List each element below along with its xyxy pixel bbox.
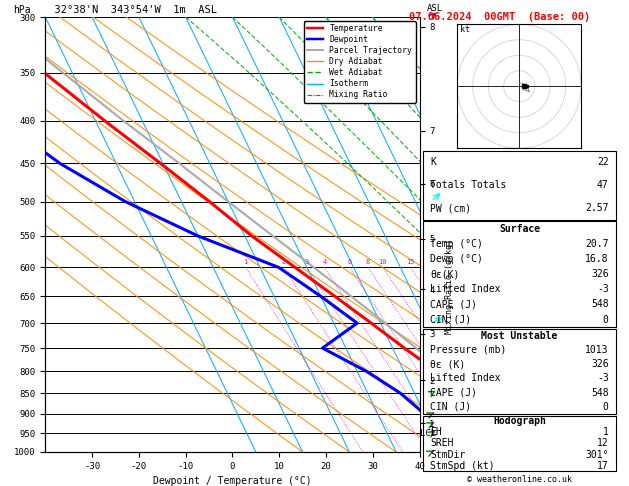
- Text: 301°: 301°: [585, 450, 609, 460]
- Text: 07.06.2024  00GMT  (Base: 00): 07.06.2024 00GMT (Base: 00): [409, 12, 591, 22]
- Text: K: K: [430, 157, 437, 167]
- Text: 22: 22: [597, 157, 609, 167]
- Text: Pressure (mb): Pressure (mb): [430, 345, 507, 355]
- Text: Lifted Index: Lifted Index: [430, 284, 501, 294]
- Text: 548: 548: [591, 299, 609, 310]
- Text: CAPE (J): CAPE (J): [430, 299, 477, 310]
- Text: 1: 1: [603, 427, 609, 437]
- Text: 20.7: 20.7: [585, 239, 609, 249]
- Text: 8: 8: [366, 259, 370, 265]
- Text: 0: 0: [603, 402, 609, 412]
- Text: Most Unstable: Most Unstable: [481, 330, 558, 341]
- Text: hPa: hPa: [13, 5, 31, 15]
- Text: -3: -3: [597, 284, 609, 294]
- Text: θε (K): θε (K): [430, 359, 465, 369]
- Text: 1013: 1013: [585, 345, 609, 355]
- Text: 32°38'N  343°54'W  1m  ASL: 32°38'N 343°54'W 1m ASL: [42, 5, 216, 15]
- Text: Lifted Index: Lifted Index: [430, 373, 501, 383]
- Text: 3: 3: [305, 259, 309, 265]
- Text: StmSpd (kt): StmSpd (kt): [430, 461, 495, 471]
- Text: km
ASL: km ASL: [427, 0, 443, 13]
- Text: 2.57: 2.57: [585, 203, 609, 213]
- Text: CIN (J): CIN (J): [430, 402, 472, 412]
- Text: SREH: SREH: [430, 438, 454, 449]
- Text: 1: 1: [243, 259, 248, 265]
- Text: EH: EH: [430, 427, 442, 437]
- Text: Hodograph: Hodograph: [493, 416, 546, 426]
- Text: Totals Totals: Totals Totals: [430, 180, 507, 190]
- Text: 326: 326: [591, 269, 609, 279]
- Text: 15: 15: [406, 259, 415, 265]
- X-axis label: Dewpoint / Temperature (°C): Dewpoint / Temperature (°C): [153, 476, 312, 486]
- Text: -3: -3: [597, 373, 609, 383]
- Text: Temp (°C): Temp (°C): [430, 239, 483, 249]
- Text: 17: 17: [597, 461, 609, 471]
- Text: 2: 2: [282, 259, 286, 265]
- Text: kt: kt: [460, 25, 470, 34]
- Text: 6: 6: [347, 259, 352, 265]
- Text: CAPE (J): CAPE (J): [430, 388, 477, 398]
- Text: © weatheronline.co.uk: © weatheronline.co.uk: [467, 474, 572, 484]
- Legend: Temperature, Dewpoint, Parcel Trajectory, Dry Adiabat, Wet Adiabat, Isotherm, Mi: Temperature, Dewpoint, Parcel Trajectory…: [304, 21, 416, 103]
- Text: Surface: Surface: [499, 224, 540, 234]
- Text: 47: 47: [597, 180, 609, 190]
- Text: LCL: LCL: [420, 429, 436, 438]
- Text: CIN (J): CIN (J): [430, 314, 472, 325]
- Text: PW (cm): PW (cm): [430, 203, 472, 213]
- Text: 0: 0: [603, 314, 609, 325]
- Text: θε(K): θε(K): [430, 269, 460, 279]
- Text: 10: 10: [379, 259, 387, 265]
- Text: Dewp (°C): Dewp (°C): [430, 254, 483, 264]
- Text: 326: 326: [591, 359, 609, 369]
- Text: 12: 12: [597, 438, 609, 449]
- Text: 4: 4: [322, 259, 326, 265]
- Text: 548: 548: [591, 388, 609, 398]
- Text: StmDir: StmDir: [430, 450, 465, 460]
- Text: 16.8: 16.8: [585, 254, 609, 264]
- Text: Mixing Ratio (g/kg): Mixing Ratio (g/kg): [445, 239, 454, 334]
